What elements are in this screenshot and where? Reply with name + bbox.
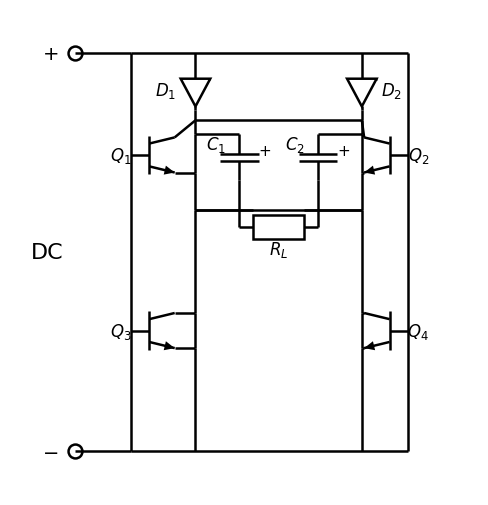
Text: $+$: $+$ [258, 143, 271, 159]
Polygon shape [364, 341, 375, 350]
Text: $D_2$: $D_2$ [381, 81, 403, 101]
Bar [253, 215, 304, 239]
Polygon shape [181, 80, 210, 107]
Text: $+$: $+$ [41, 45, 58, 64]
Text: DC: DC [31, 242, 64, 263]
Text: $Q_4$: $Q_4$ [407, 321, 429, 341]
Text: $C_1$: $C_1$ [206, 135, 226, 155]
Polygon shape [347, 80, 377, 107]
Text: $+$: $+$ [337, 143, 350, 159]
Text: $R_L$: $R_L$ [269, 239, 288, 259]
Text: $C_2$: $C_2$ [285, 135, 305, 155]
Text: $Q_1$: $Q_1$ [110, 145, 131, 166]
Text: $-$: $-$ [42, 441, 58, 460]
Text: $Q_2$: $Q_2$ [407, 145, 429, 166]
Polygon shape [163, 341, 175, 350]
Text: $D_1$: $D_1$ [155, 81, 176, 101]
Polygon shape [163, 166, 175, 175]
Text: $Q_3$: $Q_3$ [110, 321, 131, 341]
Polygon shape [364, 166, 375, 175]
